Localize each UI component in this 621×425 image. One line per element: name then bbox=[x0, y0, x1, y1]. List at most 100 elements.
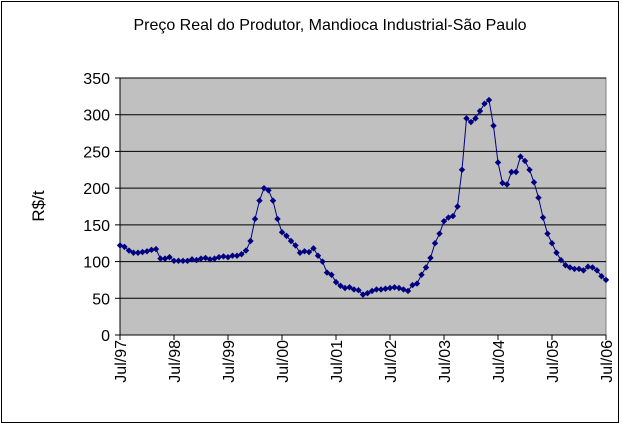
data-point bbox=[283, 232, 290, 240]
data-point bbox=[436, 230, 443, 237]
data-point bbox=[287, 237, 295, 245]
data-point bbox=[166, 253, 173, 261]
x-tick-label: Jul/02 bbox=[383, 340, 400, 383]
data-point bbox=[584, 263, 592, 270]
data-point bbox=[467, 118, 475, 126]
data-point bbox=[292, 242, 299, 249]
data-point bbox=[301, 248, 308, 255]
data-point bbox=[175, 257, 182, 265]
data-point bbox=[548, 240, 556, 247]
data-point bbox=[517, 153, 524, 160]
data-point bbox=[265, 187, 272, 194]
data-point bbox=[278, 229, 286, 236]
data-point bbox=[386, 284, 394, 292]
data-point bbox=[188, 256, 196, 263]
data-point bbox=[242, 247, 250, 254]
data-point bbox=[328, 271, 335, 278]
data-point bbox=[332, 278, 340, 286]
data-point bbox=[139, 248, 146, 256]
data-point bbox=[323, 269, 331, 276]
data-point bbox=[445, 214, 452, 221]
data-point bbox=[544, 230, 551, 237]
data-point bbox=[422, 264, 430, 271]
data-point bbox=[314, 252, 322, 259]
data-point bbox=[562, 262, 569, 269]
x-tick-label: Jul/98 bbox=[167, 340, 184, 383]
y-tick-label: 0 bbox=[101, 328, 110, 345]
data-point bbox=[557, 256, 565, 264]
data-point bbox=[503, 181, 511, 188]
data-point bbox=[355, 287, 362, 294]
data-point bbox=[476, 107, 484, 115]
data-point bbox=[305, 248, 313, 256]
data-point bbox=[206, 256, 214, 263]
data-point bbox=[449, 212, 457, 220]
data-point bbox=[346, 284, 353, 291]
data-point bbox=[490, 122, 497, 129]
data-point bbox=[481, 100, 488, 107]
data-point bbox=[121, 243, 128, 251]
data-point bbox=[148, 246, 155, 254]
x-tick-label: Jul/97 bbox=[113, 340, 130, 383]
data-point bbox=[580, 267, 587, 274]
data-point bbox=[364, 289, 371, 297]
data-point bbox=[197, 255, 205, 262]
data-point bbox=[341, 284, 349, 292]
y-tick-label: 100 bbox=[83, 255, 110, 272]
data-point bbox=[377, 286, 385, 293]
data-point bbox=[539, 214, 547, 221]
data-point bbox=[472, 115, 479, 122]
data-point bbox=[494, 159, 502, 166]
data-point bbox=[598, 273, 605, 280]
data-point bbox=[211, 255, 218, 262]
data-point bbox=[553, 249, 560, 256]
data-point bbox=[418, 271, 425, 278]
data-point bbox=[251, 215, 259, 223]
data-point bbox=[184, 257, 191, 265]
x-tick-label: Jul/00 bbox=[275, 340, 292, 383]
data-point bbox=[382, 285, 389, 292]
data-point bbox=[179, 257, 187, 265]
data-point bbox=[220, 253, 227, 260]
data-point bbox=[215, 253, 223, 261]
data-point bbox=[269, 197, 277, 204]
data-point bbox=[161, 255, 169, 262]
data-point bbox=[427, 254, 434, 262]
data-point bbox=[310, 245, 317, 252]
chart-title: Preço Real do Produtor, Mandioca Industr… bbox=[133, 17, 526, 34]
data-point bbox=[391, 284, 398, 291]
data-point bbox=[508, 168, 515, 176]
data-point bbox=[404, 287, 412, 295]
data-point bbox=[458, 166, 466, 173]
data-point bbox=[274, 215, 281, 223]
data-point bbox=[463, 115, 470, 122]
data-point bbox=[440, 217, 448, 225]
data-point bbox=[602, 276, 610, 284]
data-point bbox=[350, 286, 358, 293]
data-point bbox=[256, 197, 263, 204]
data-point bbox=[535, 194, 542, 201]
data-point bbox=[157, 255, 164, 262]
y-tick-label: 150 bbox=[83, 218, 110, 235]
y-tick-label: 250 bbox=[83, 144, 110, 161]
data-point bbox=[152, 245, 160, 253]
data-point bbox=[512, 168, 520, 176]
data-point bbox=[589, 264, 596, 271]
data-point bbox=[431, 240, 439, 247]
y-tick-label: 350 bbox=[83, 71, 110, 88]
data-point bbox=[521, 157, 529, 165]
data-point bbox=[125, 247, 133, 254]
data-point bbox=[247, 237, 254, 245]
data-point bbox=[593, 267, 601, 274]
data-point bbox=[319, 258, 326, 265]
y-tick-label: 300 bbox=[83, 108, 110, 125]
data-point bbox=[454, 203, 461, 210]
data-point bbox=[229, 252, 236, 259]
data-point bbox=[202, 254, 209, 262]
x-tick-label: Jul/01 bbox=[329, 340, 346, 383]
data-point bbox=[238, 251, 245, 258]
data-point bbox=[130, 249, 137, 256]
x-tick-label: Jul/05 bbox=[545, 340, 562, 383]
data-point bbox=[116, 242, 124, 249]
